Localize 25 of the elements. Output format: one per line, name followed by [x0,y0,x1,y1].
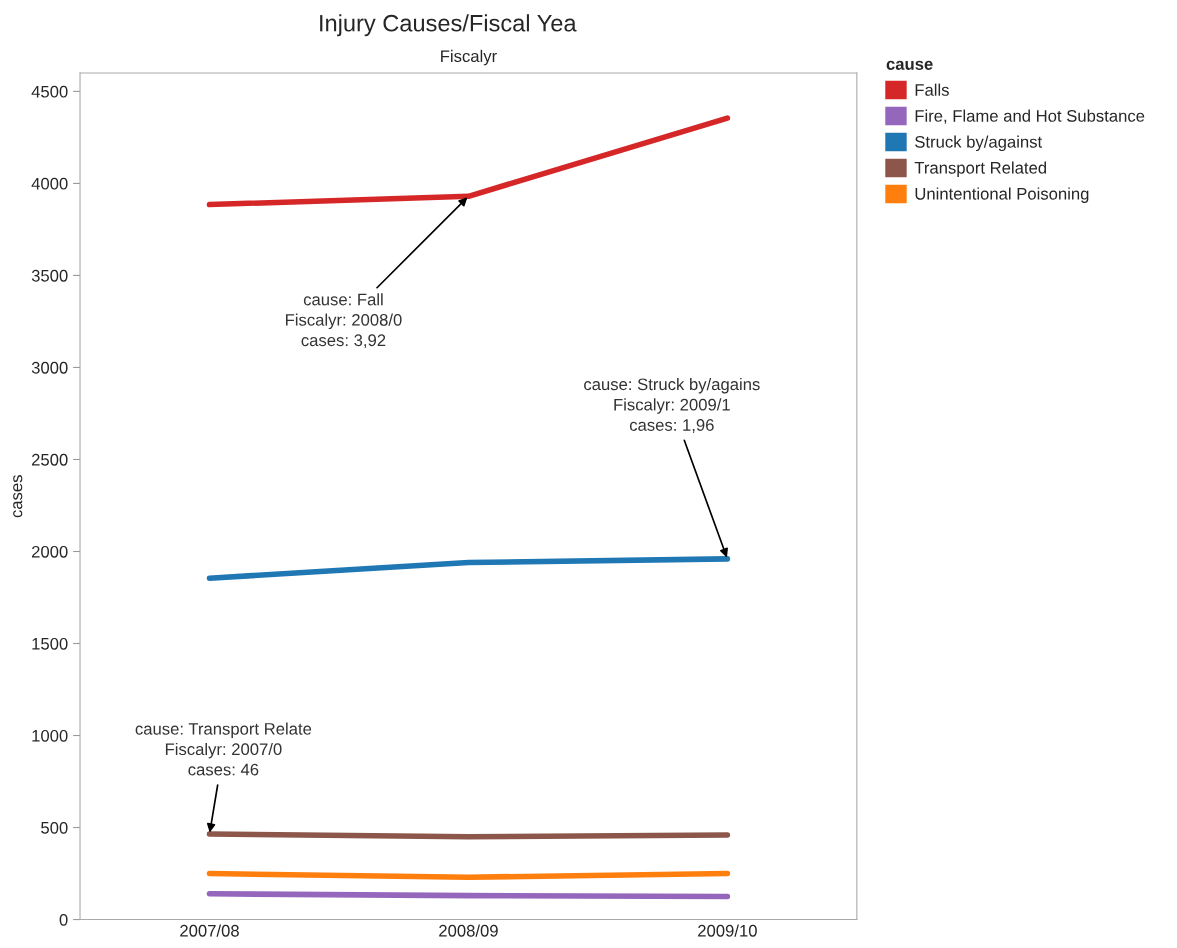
legend-label: Falls [915,83,949,96]
x-tick-label: 2007/08 [180,924,239,937]
y-tick-label: 0 [59,913,68,926]
y-axis-title: cases [13,475,23,518]
y-tick-label: 1000 [32,729,68,742]
y-tick-label: 500 [41,821,68,834]
annotation: cause: Struck by/agains Fiscalyr: 2009/1 cases: 1,96 [584,377,760,433]
legend-label: Transport Related [914,161,1047,178]
annotation: cause: Fall Fiscalyr: 2008/0 cases: 3,92 [286,293,402,349]
legend-label: Struck by/against [915,135,1043,152]
y-tick-label: 2000 [32,545,68,558]
y-tick-label: 4500 [31,85,68,98]
y-tick-label: 2500 [32,453,68,466]
x-tick-label: 2009/10 [698,924,757,937]
y-tick-label: 3000 [31,361,68,374]
legend-label: Fire, Flame and Hot Substance [915,109,1145,124]
chart-title: Injury Causes/Fiscal Yea [320,14,577,37]
annotation: cause: Transport Relate Fiscalyr: 2007/0 cases: 46 [135,722,312,776]
y-tick-label: 1500 [32,637,68,650]
legend-label: Unintentional Poisoning [915,187,1089,203]
y-tick-label: 4000 [31,177,68,190]
x-tick-label: 2008/09 [439,924,498,937]
chart-subtitle: Fiscalyr [441,49,497,66]
y-tick-label: 3500 [31,269,68,282]
legend-title: cause [886,60,933,70]
